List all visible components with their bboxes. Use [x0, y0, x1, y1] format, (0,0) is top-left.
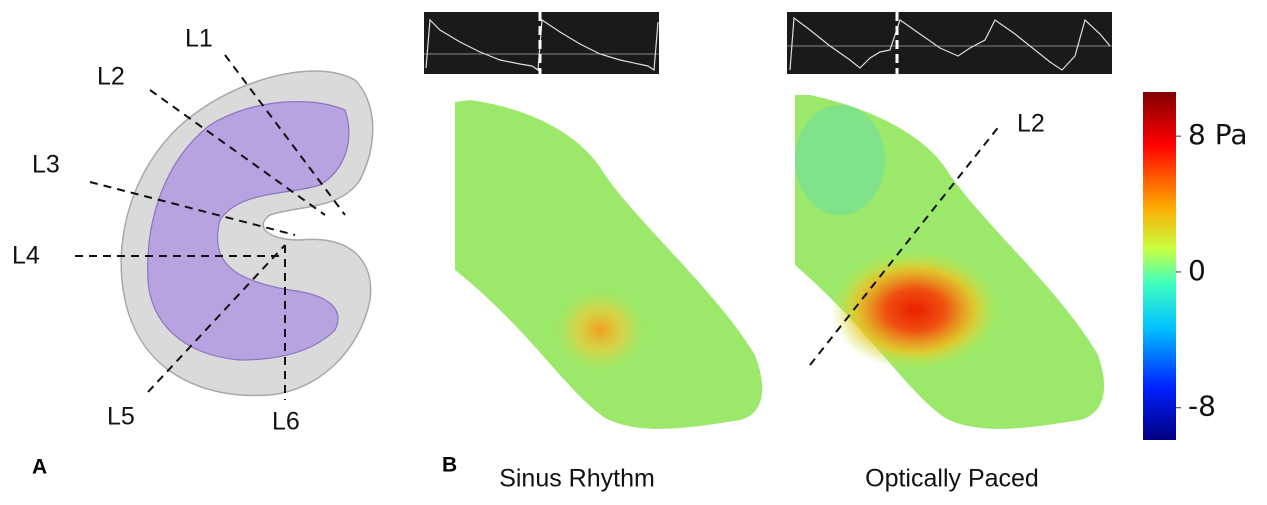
- colorbar: [1143, 92, 1176, 440]
- line-label: L3: [32, 151, 60, 179]
- stress-map: [795, 95, 1104, 429]
- figure: L1 L2 L3 L4 L5 L6 A L2 B Sinus Rhythm Op…: [0, 0, 1267, 500]
- line-label: L1: [185, 25, 213, 53]
- waveform: [424, 12, 659, 74]
- caption: Optically Paced: [865, 465, 1039, 493]
- line-label: L5: [107, 403, 135, 431]
- line-label: L4: [12, 242, 40, 270]
- heart-model: [75, 55, 373, 400]
- panel-label: B: [442, 454, 457, 477]
- caption: Sinus Rhythm: [499, 465, 655, 493]
- colorbar-tick-label: 0: [1188, 254, 1206, 287]
- colorbar-tick-label: 8 Pa: [1188, 118, 1248, 151]
- line-label: L6: [272, 408, 300, 436]
- waveform: [787, 12, 1112, 74]
- line-label: L2: [97, 63, 125, 91]
- colorbar-tick-label: -8: [1188, 390, 1216, 423]
- line-label: L2: [1017, 110, 1045, 138]
- stress-map: [455, 100, 762, 429]
- panel-label: A: [32, 456, 47, 479]
